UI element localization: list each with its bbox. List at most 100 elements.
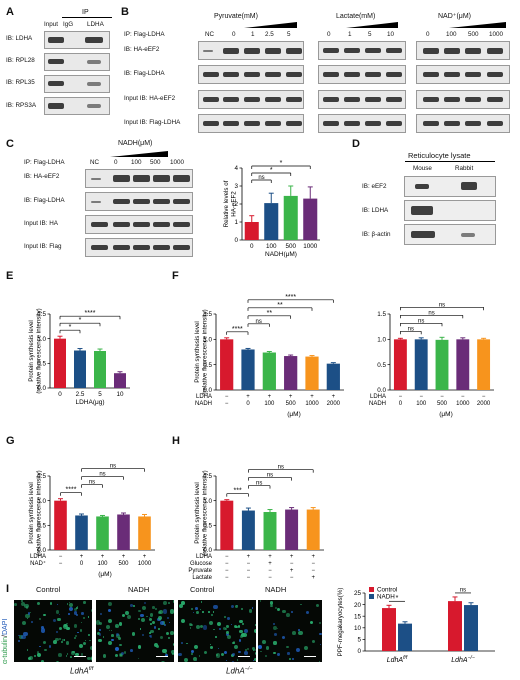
blot-strip (318, 41, 406, 60)
significance-label: ns (418, 318, 424, 324)
blot-row-label: Input IB: HA (24, 220, 58, 227)
group-title: NAD⁺(μM) (438, 13, 472, 20)
significance-label: ns (267, 473, 273, 479)
row-value: + (247, 554, 251, 560)
blot-strip (416, 65, 510, 84)
lane-label: 0 (232, 31, 236, 38)
bar (393, 339, 407, 390)
panel-label-e: E (6, 270, 14, 282)
row-value: + (268, 554, 272, 560)
x-tick-label: 500 (285, 243, 296, 250)
row-value: 1000 (456, 401, 470, 407)
significance-label: ns (460, 587, 466, 593)
lane-label: NC (90, 159, 100, 166)
row-value: − (225, 568, 229, 574)
y-axis-label: Protein synthesis level (28, 320, 35, 382)
legend-label: Control (377, 587, 397, 594)
bar (114, 373, 126, 388)
row-value: + (289, 394, 293, 400)
blot-strip (416, 41, 510, 60)
x-axis-label: (μM) (287, 411, 301, 418)
blot-strip (198, 114, 304, 133)
row-value: + (332, 394, 336, 400)
row-value: + (310, 394, 314, 400)
chart-f-nadh-only: 0.0 0.5 1.0 1.5 LDHA − − − − − NADH 0 100 500 1000 2000… (369, 302, 494, 418)
y-tick-label: 1 (234, 219, 238, 226)
panel-label-b: B (121, 6, 129, 18)
y-tick-label: 1.0 (37, 336, 46, 343)
row-value: − (247, 575, 251, 580)
row-value: 100 (416, 401, 427, 407)
blot-row-label: Input IB: Flag (24, 243, 62, 250)
bar (262, 352, 276, 390)
blot-strip (416, 90, 510, 109)
lane-label: 0 (327, 31, 331, 38)
x-tick-label: 0 (250, 243, 254, 250)
significance-label: ns (256, 481, 262, 487)
lane-label: Input (44, 21, 59, 28)
row-value: 0 (246, 401, 250, 407)
y-tick-label: 0.5 (37, 523, 46, 530)
blot-row-label: IB: Flag-LDHA (124, 70, 165, 77)
row-label: LDHA (196, 394, 212, 400)
significance-label: ns (258, 175, 264, 181)
blot-strip (416, 114, 510, 133)
bar (306, 509, 320, 550)
blot-strip (318, 65, 406, 84)
y-tick-label: 1.0 (203, 498, 212, 505)
micrograph-image (258, 600, 322, 662)
x-axis-label: NADH(μM) (265, 251, 297, 258)
panel-label-f: F (172, 270, 179, 282)
y-axis-label: (relative fluorescence intensity) (202, 470, 209, 555)
y-tick-label: 1.5 (377, 311, 386, 318)
row-value: 500 (286, 401, 297, 407)
row-value: 1000 (305, 401, 319, 407)
row-value: 0 (399, 401, 403, 407)
row-value: + (122, 554, 126, 560)
row-value: + (290, 568, 294, 574)
blot-strip (44, 31, 110, 49)
row-value: − (59, 561, 63, 567)
row-label: NAD⁺ (30, 560, 46, 567)
x-axis-label: (μM) (98, 571, 112, 578)
lane-label: 2.5 (265, 31, 274, 38)
row-label: LDHA (196, 554, 212, 560)
blot-strip (85, 169, 193, 188)
group-title: Pyruvate(mM) (214, 13, 258, 20)
blot-row-label: IB: Flag-LDHA (24, 197, 65, 204)
bar (75, 515, 88, 550)
row-label: NADH (369, 401, 386, 407)
lane-label: IgG (63, 21, 74, 28)
row-value: + (246, 394, 250, 400)
blot-row-label: IB: LDHA (6, 35, 33, 42)
lane-label: 0 (114, 159, 118, 166)
y-axis-label: HA-eEF2 (231, 191, 238, 217)
panel-label-g: G (6, 435, 15, 447)
ip-label: IP: Flag-LDHA (124, 31, 165, 38)
x-axis-label: (μM) (439, 411, 453, 418)
blot-strip (44, 53, 110, 71)
x-tick-label: LdhAf/f (387, 655, 408, 664)
bar (244, 222, 259, 240)
y-tick-label: 20 (354, 602, 362, 609)
lane-label: 1 (348, 31, 352, 38)
row-value: 500 (437, 401, 448, 407)
row-value: − (290, 561, 294, 567)
lane-label: 5 (287, 31, 291, 38)
y-tick-label: 1.5 (203, 311, 212, 318)
row-value: + (311, 575, 315, 580)
y-axis-label: (relative fluorescence intensity) (36, 308, 43, 393)
blot-row-label: Input IB: HA-eEF2 (124, 95, 176, 102)
bar (96, 516, 109, 550)
row-value: + (268, 394, 272, 400)
blot-row-label: IB: eEF2 (362, 183, 387, 190)
blot-strip (44, 97, 110, 115)
y-tick-label: 5 (357, 637, 361, 644)
chart-c-relative-eef2: 0 1 2 3 4 Relative levels of HA-eEF2 0 100 500 100… (223, 160, 320, 258)
panel-label-c: C (6, 138, 14, 150)
significance-label: ns (89, 480, 95, 486)
row-value: − (440, 394, 444, 400)
